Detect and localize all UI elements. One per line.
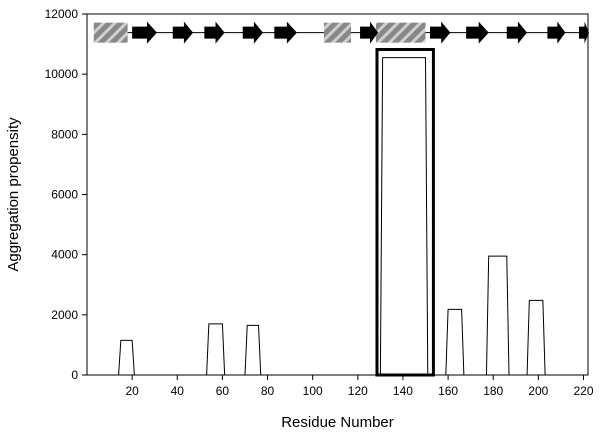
helix-block xyxy=(375,22,426,43)
helix-block xyxy=(93,22,128,43)
highlight-regions xyxy=(375,47,435,377)
y-tick-label: 8000 xyxy=(51,127,78,141)
data-series xyxy=(87,57,588,376)
strand-arrow xyxy=(242,21,264,44)
x-tick-label: 80 xyxy=(261,384,275,398)
strand-arrow xyxy=(430,21,451,44)
strand-arrow xyxy=(466,21,489,44)
y-tick-label: 10000 xyxy=(45,67,79,81)
y-tick-label: 2000 xyxy=(51,308,78,322)
strand-arrow xyxy=(204,21,225,44)
series-line-0 xyxy=(87,57,588,376)
x-tick-label: 140 xyxy=(393,384,413,398)
x-tick-label: 180 xyxy=(483,384,503,398)
y-axis-title: Aggregation propensity xyxy=(5,117,22,272)
x-tick-label: 120 xyxy=(348,384,368,398)
strand-arrow xyxy=(132,21,157,44)
secondary-structure-track xyxy=(93,21,589,44)
x-tick-label: 60 xyxy=(216,384,230,398)
strand-arrow xyxy=(360,21,379,44)
y-tick-label: 6000 xyxy=(51,188,78,202)
strand-arrow xyxy=(506,21,528,44)
x-tick-label: 20 xyxy=(125,384,139,398)
x-tick-label: 40 xyxy=(171,384,185,398)
x-tick-label: 200 xyxy=(528,384,548,398)
x-tick-label: 220 xyxy=(573,384,593,398)
y-tick-label: 0 xyxy=(71,368,78,382)
highlight-box xyxy=(375,47,435,377)
y-tick-label: 12000 xyxy=(45,7,79,21)
helix-block xyxy=(323,22,352,43)
strand-arrow xyxy=(578,21,589,44)
x-axis-title: Residue Number xyxy=(281,414,394,431)
y-tick-label: 4000 xyxy=(51,248,78,262)
strand-arrow xyxy=(547,21,566,44)
axes: 20 40 60 80 100 120 140 160 180 200 220 0 2000 4000 60… xyxy=(45,7,594,398)
x-tick-label: 100 xyxy=(303,384,323,398)
strand-arrow xyxy=(172,21,194,44)
x-tick-label: 160 xyxy=(438,384,458,398)
strand-arrow xyxy=(274,21,297,44)
plot-frame xyxy=(86,13,589,376)
